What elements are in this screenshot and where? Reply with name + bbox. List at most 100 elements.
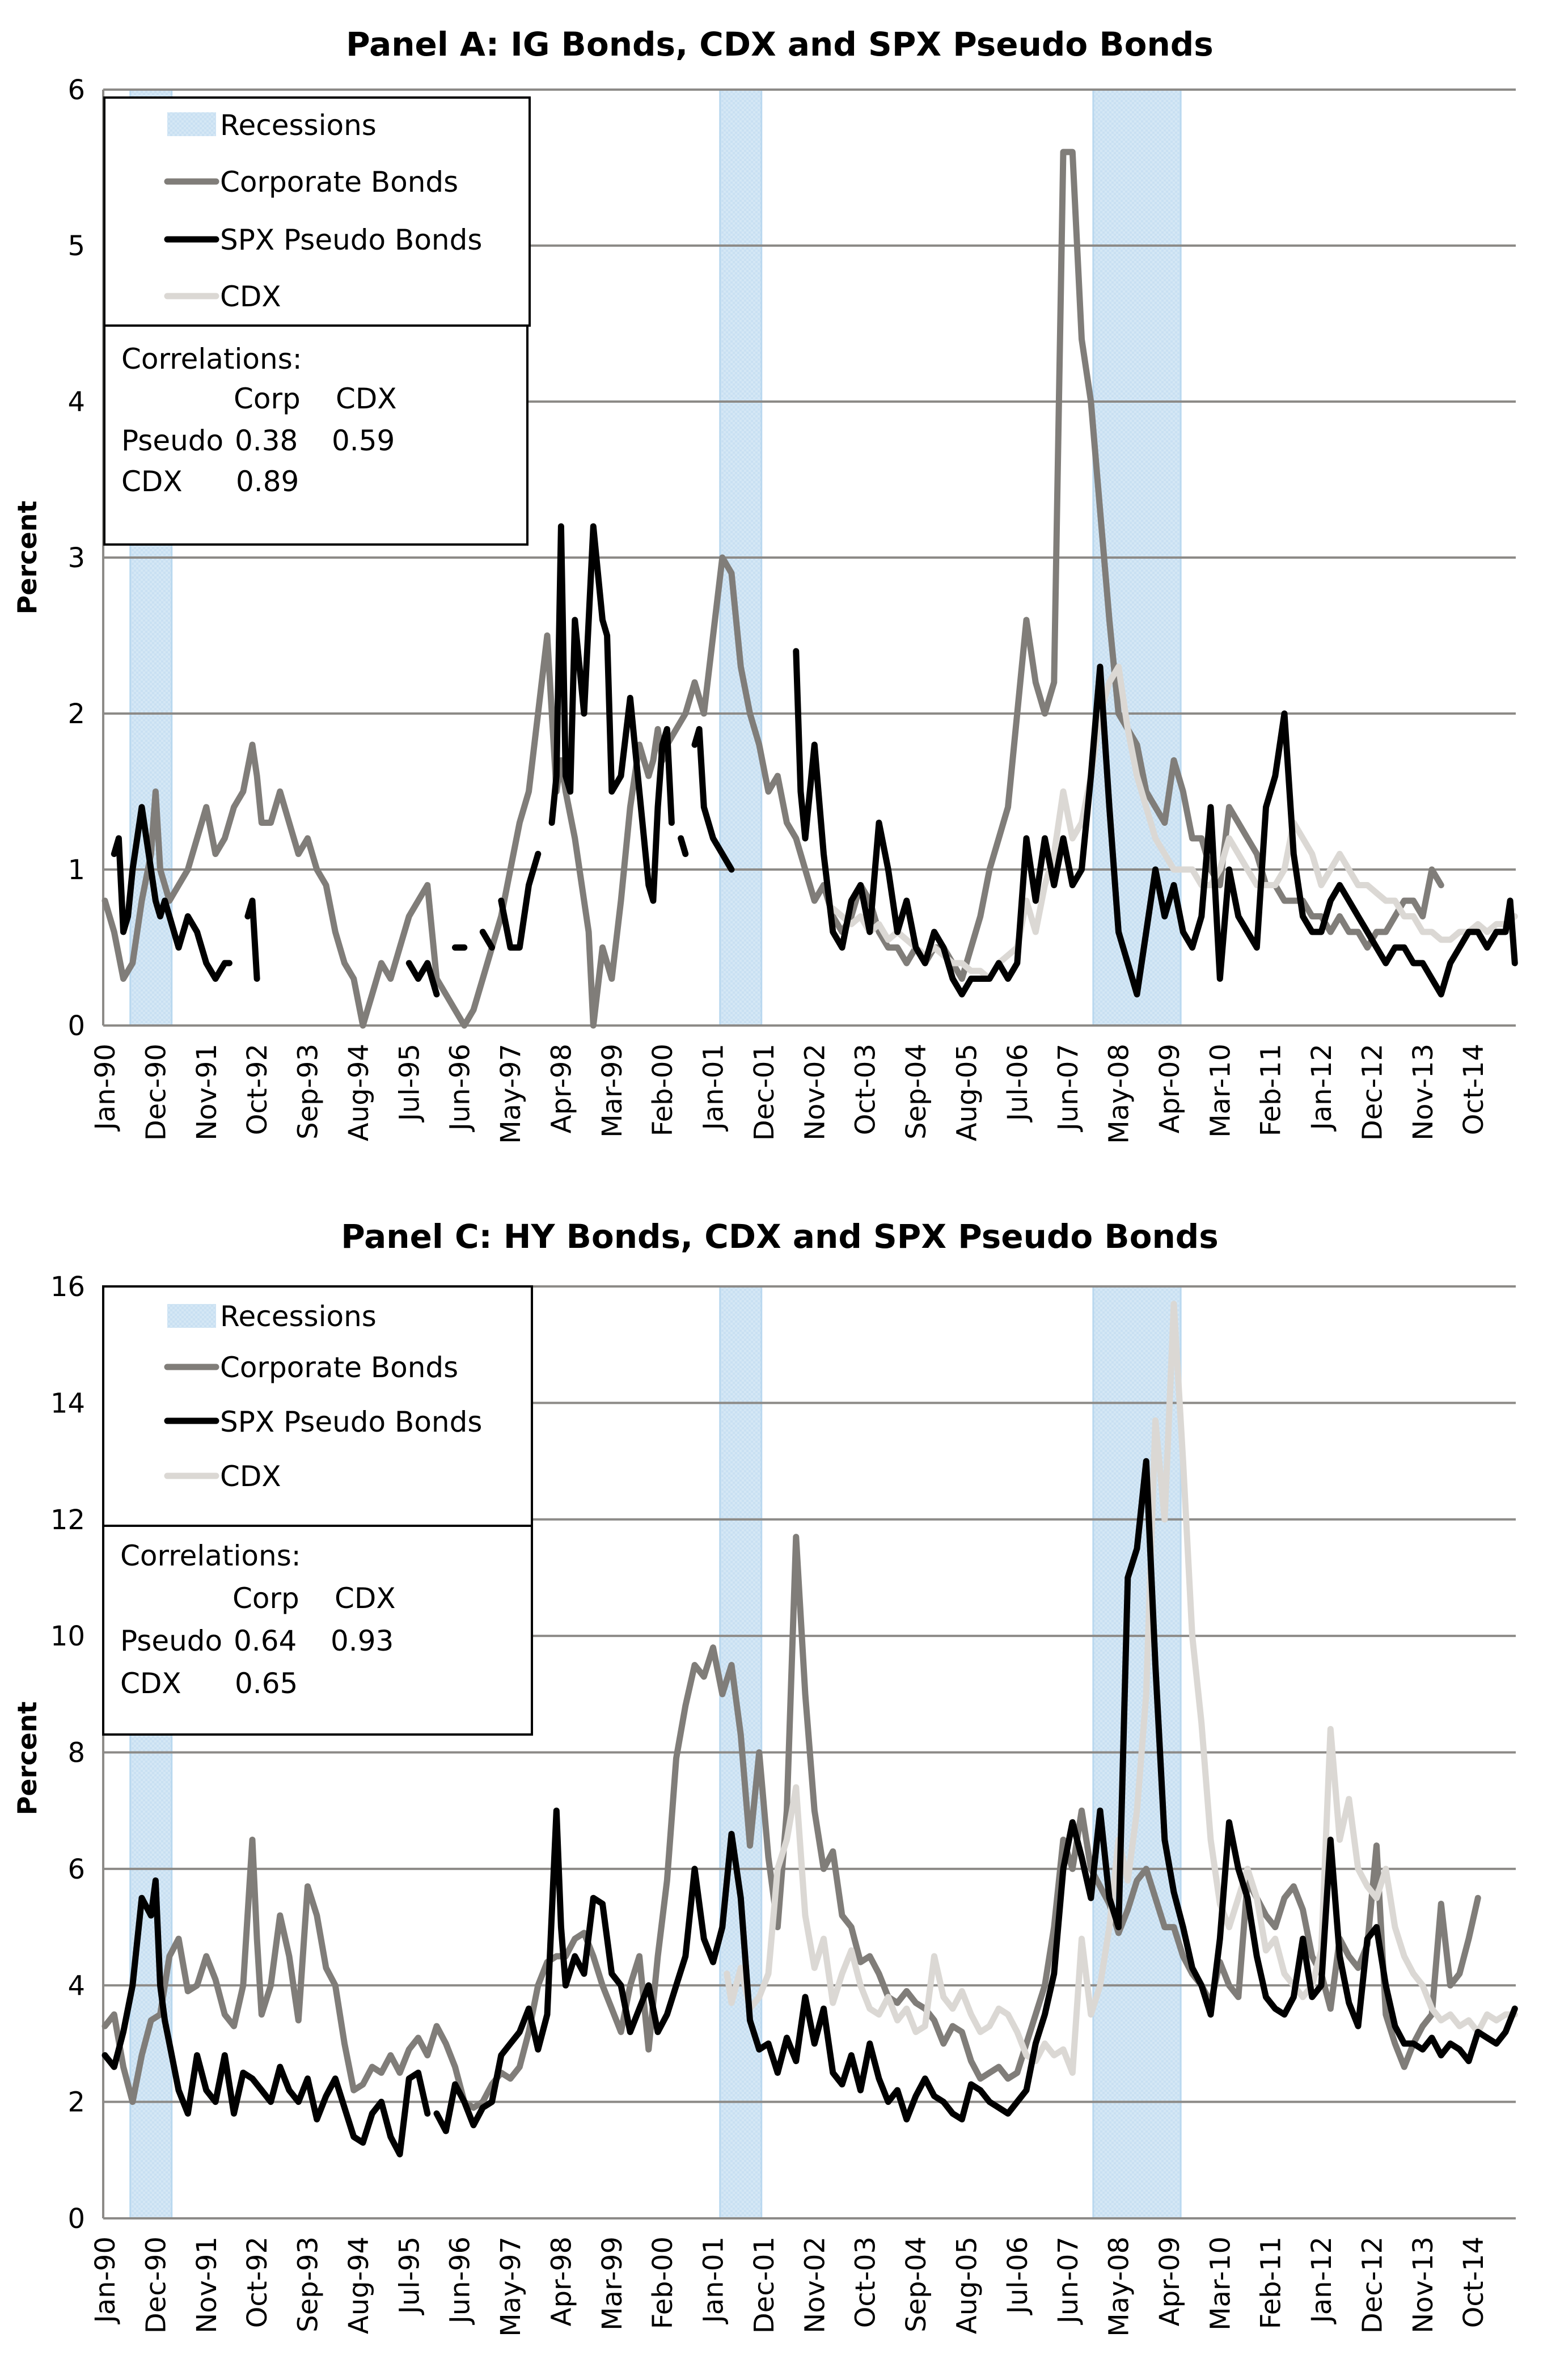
panel-a-legend: Recessions Corporate Bonds SPX Pseudo Bo…	[103, 96, 531, 327]
x-tick-label: Feb-00	[647, 1044, 679, 1136]
correlations-pseudo-cdx: 0.59	[332, 424, 395, 457]
x-tick-label: Mar-10	[1204, 2236, 1236, 2331]
x-tick-label: Jan-90	[90, 1044, 121, 1132]
x-tick-label: Dec-12	[1356, 1044, 1388, 1141]
series-line-spx-pseudo-bonds	[102, 1877, 431, 2158]
x-tick-label: Oct-14	[1458, 1044, 1490, 1135]
x-tick-label: Nov-13	[1407, 1044, 1439, 1141]
x-tick-label: Feb-11	[1255, 2236, 1287, 2329]
x-tick-label: Mar-10	[1204, 1044, 1236, 1138]
x-tick-label: Jun-96	[445, 2236, 476, 2325]
x-tick-label: Jun-07	[1052, 2236, 1084, 2325]
x-tick-label: Apr-09	[1154, 1044, 1186, 1133]
series-line-corporate-bonds	[102, 1534, 1481, 2111]
x-tick-label: Jan-12	[1306, 2236, 1338, 2324]
series-line-spx-pseudo-bonds	[244, 897, 260, 982]
x-tick-label: Nov-13	[1407, 2236, 1439, 2333]
correlations-row-pseudo-label: Pseudo	[121, 424, 223, 457]
legend-recessions-swatch	[167, 112, 216, 136]
y-tick-label: 6	[67, 1854, 85, 1885]
x-tick-label: Sep-04	[901, 2236, 932, 2332]
y-tick-label: 12	[50, 1504, 85, 1536]
x-tick-label: Dec-01	[749, 1044, 780, 1141]
x-tick-label: May-97	[495, 1044, 527, 1144]
x-tick-label: Feb-11	[1255, 1044, 1287, 1136]
panel-a-xticks: Jan-90 Dec-90 Nov-91 Oct-92 Sep-93 Aug-94 Jul-…	[90, 1044, 1490, 1144]
panel-c-yticks: 0 2 4 6 8 10 12 14 16	[50, 1271, 85, 2235]
y-tick-label: 2	[67, 698, 85, 730]
y-tick-label: 10	[50, 1621, 85, 1652]
x-tick-label: Aug-05	[951, 1044, 983, 1141]
correlations-box	[103, 324, 529, 546]
x-tick-label: Mar-99	[597, 1044, 628, 1138]
panel-c-y-axis-label: Percent	[12, 1702, 43, 1816]
x-tick-label: Sep-93	[293, 2236, 324, 2332]
x-tick-label: May-08	[1104, 2236, 1135, 2337]
x-tick-label: Dec-12	[1356, 2236, 1388, 2333]
x-tick-label: Aug-94	[343, 1044, 375, 1141]
legend-spx-label: SPX Pseudo Bonds	[220, 1406, 482, 1438]
series-line-spx-pseudo-bonds	[498, 851, 542, 951]
x-tick-label: Jan-01	[698, 2236, 730, 2324]
legend-corporate-label: Corporate Bonds	[220, 1351, 458, 1384]
y-tick-label: 4	[67, 386, 85, 418]
x-tick-label: Oct-03	[850, 2236, 882, 2328]
panel-c: Panel C: HY Bonds, CDX and SPX Pseudo Bo…	[12, 1217, 1518, 2337]
x-tick-label: Oct-03	[850, 1044, 882, 1135]
correlations-col-cdx: CDX	[336, 382, 397, 415]
legend-corporate-label: Corporate Bonds	[220, 166, 458, 199]
x-tick-label: Feb-00	[647, 2236, 679, 2329]
x-tick-label: May-08	[1104, 1044, 1135, 1144]
y-tick-label: 3	[67, 542, 85, 574]
series-line-spx-pseudo-bonds	[405, 960, 440, 998]
y-tick-label: 14	[50, 1387, 85, 1419]
correlations-row-cdx-label: CDX	[120, 1667, 181, 1700]
x-tick-label: May-97	[495, 2236, 527, 2337]
y-tick-label: 4	[67, 1970, 85, 2002]
x-tick-label: Jan-90	[90, 2236, 121, 2324]
correlations-cdx-corp: 0.65	[235, 1667, 298, 1700]
panel-c-series	[102, 1301, 1518, 2158]
y-tick-label: 6	[67, 74, 85, 106]
series-line-spx-pseudo-bonds	[111, 804, 232, 982]
x-tick-label: Jan-12	[1306, 1044, 1338, 1132]
x-tick-label: Jul-06	[1002, 1044, 1034, 1123]
legend-recessions-label: Recessions	[220, 1300, 377, 1333]
panel-a-correlations: Correlations: Corp CDX Pseudo 0.38 0.59 …	[103, 324, 529, 546]
x-tick-label: Oct-92	[242, 2236, 273, 2328]
x-tick-label: Oct-14	[1458, 2236, 1490, 2328]
legend-recessions-swatch	[167, 1304, 216, 1328]
y-tick-label: 0	[67, 2203, 85, 2235]
x-tick-label: Jun-07	[1052, 1044, 1084, 1132]
panel-a: Panel A: IG Bonds, CDX and SPX Pseudo Bo…	[12, 25, 1518, 1144]
correlations-cdx-corp: 0.89	[236, 465, 299, 498]
correlations-box	[102, 1525, 533, 1736]
x-tick-label: Sep-04	[901, 1044, 932, 1140]
y-tick-label: 2	[67, 2087, 85, 2119]
series-line-spx-pseudo-bonds	[433, 1458, 1518, 2134]
x-tick-label: Oct-92	[242, 1044, 273, 1135]
series-line-spx-pseudo-bonds	[691, 726, 735, 873]
correlations-col-cdx: CDX	[335, 1582, 396, 1615]
correlations-heading: Correlations:	[120, 1539, 301, 1572]
y-tick-label: 16	[50, 1271, 85, 1303]
x-tick-label: Nov-02	[799, 2236, 831, 2333]
series-line-spx-pseudo-bonds	[548, 523, 675, 904]
legend-spx-label: SPX Pseudo Bonds	[220, 223, 482, 256]
correlations-row-pseudo-label: Pseudo	[120, 1624, 222, 1657]
correlations-pseudo-cdx: 0.93	[331, 1624, 394, 1657]
legend-cdx-label: CDX	[220, 280, 281, 313]
x-tick-label: Apr-09	[1154, 2236, 1186, 2326]
legend-cdx-label: CDX	[220, 1460, 281, 1493]
series-line-spx-pseudo-bonds	[678, 835, 689, 857]
panel-c-title: Panel C: HY Bonds, CDX and SPX Pseudo Bo…	[341, 1217, 1219, 1256]
panel-a-title: Panel A: IG Bonds, CDX and SPX Pseudo Bo…	[346, 25, 1214, 64]
y-tick-label: 8	[67, 1737, 85, 1769]
panel-a-yticks: 0 1 2 3 4 5 6	[67, 74, 85, 1042]
x-tick-label: Jul-06	[1002, 2236, 1034, 2315]
x-tick-label: Jul-95	[394, 2236, 425, 2315]
x-tick-label: Mar-99	[597, 2236, 628, 2331]
x-tick-label: Nov-91	[191, 1044, 223, 1141]
correlations-col-corp: Corp	[234, 382, 301, 415]
correlations-col-corp: Corp	[232, 1582, 299, 1615]
